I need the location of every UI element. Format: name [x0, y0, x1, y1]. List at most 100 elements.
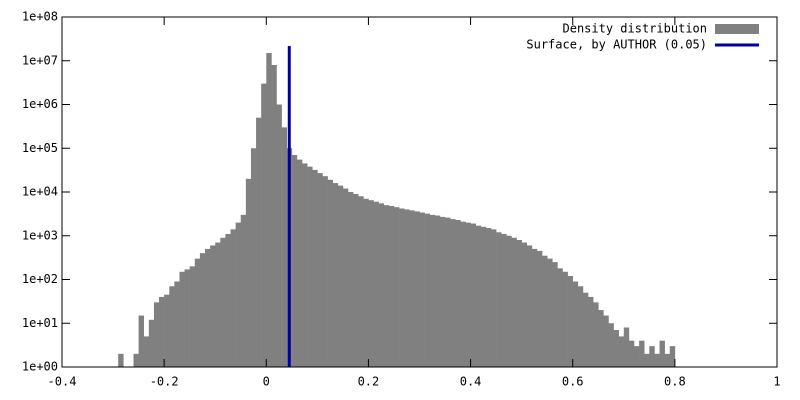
histogram-bar — [281, 127, 288, 367]
histogram-bar — [536, 250, 543, 367]
histogram-bar — [445, 217, 451, 367]
histogram-bar — [342, 188, 349, 367]
histogram-bar — [245, 178, 252, 367]
legend-label: Surface, by AUTHOR (0.05) — [526, 38, 707, 52]
histogram-bar — [439, 216, 446, 367]
histogram-bar — [296, 159, 303, 367]
histogram-bar — [516, 239, 522, 367]
histogram-bar — [159, 296, 165, 367]
histogram-bar — [588, 296, 594, 367]
histogram-bar — [189, 266, 196, 367]
histogram-bar — [603, 315, 609, 367]
histogram-bar — [434, 215, 441, 367]
histogram-bar — [485, 228, 492, 367]
histogram-bar — [169, 286, 175, 367]
histogram-bar — [302, 163, 308, 367]
histogram-bar — [475, 225, 482, 367]
histogram-bar — [353, 194, 359, 367]
histogram-bar — [409, 210, 415, 367]
histogram-bar — [659, 340, 665, 367]
histogram-bar — [480, 226, 487, 367]
histogram-bar — [644, 353, 650, 367]
x-tick-label: 0 — [263, 375, 270, 389]
histogram-bar — [337, 185, 344, 367]
histogram-bar — [521, 242, 528, 367]
histogram-bar — [332, 183, 339, 367]
y-tick-label: 1e+01 — [22, 316, 58, 330]
histogram-bar — [531, 248, 538, 367]
x-tick-label: 0.6 — [562, 375, 584, 389]
x-tick-label: 0.2 — [358, 375, 380, 389]
histogram-bar — [634, 346, 640, 367]
histogram-bar — [577, 286, 584, 367]
histogram-bar — [348, 192, 354, 367]
y-tick-label: 1e+08 — [22, 10, 58, 24]
x-tick-label: 1 — [773, 375, 780, 389]
histogram-bar — [669, 346, 676, 367]
histogram-bar — [664, 353, 671, 367]
histogram-bar — [496, 232, 502, 367]
legend-label: Density distribution — [563, 22, 708, 36]
histogram-bar — [250, 148, 257, 367]
legend-swatch — [715, 24, 759, 34]
histogram-bar — [618, 336, 625, 367]
y-tick-label: 1e+03 — [22, 228, 58, 242]
histogram-bar — [582, 292, 589, 367]
y-tick-label: 1e+06 — [22, 97, 58, 111]
histogram-bar — [593, 302, 599, 367]
histogram-bar — [383, 205, 390, 367]
histogram-bar — [557, 268, 563, 367]
histogram-bar — [291, 155, 298, 367]
histogram-bar — [506, 235, 512, 367]
y-tick-label: 1e+00 — [22, 360, 58, 374]
histogram-bar — [491, 229, 497, 367]
histogram-bar — [184, 269, 190, 367]
x-tick-label: -0.4 — [48, 375, 77, 389]
y-tick-label: 1e+04 — [22, 185, 58, 199]
histogram-bar — [199, 253, 206, 367]
histogram-bar — [608, 323, 614, 367]
histogram-bar — [118, 353, 124, 367]
histogram-bar — [261, 83, 267, 367]
histogram-bar — [526, 245, 533, 367]
y-tick-label: 1e+02 — [22, 272, 58, 286]
histogram-bar — [649, 346, 655, 367]
histogram-bar — [327, 179, 333, 367]
histogram-bar — [572, 281, 579, 367]
histogram-bar — [470, 223, 476, 367]
histogram-bar — [455, 219, 461, 367]
histogram-bar — [639, 340, 645, 367]
histogram-bar — [388, 205, 395, 367]
histogram-bar — [133, 353, 139, 367]
histogram-bar — [547, 258, 553, 367]
histogram-bar — [215, 242, 221, 367]
histogram-bar — [424, 213, 431, 367]
histogram-bar — [562, 271, 568, 367]
histogram-bar — [179, 271, 185, 367]
histogram-bar — [240, 214, 247, 367]
x-tick-label: 0.4 — [460, 375, 482, 389]
histogram-bar — [271, 64, 277, 368]
histogram-bar — [276, 104, 282, 367]
histogram-bar — [230, 229, 236, 367]
histogram-bar — [138, 315, 145, 367]
histogram-bar — [235, 222, 242, 367]
histogram-bar — [322, 176, 328, 367]
histogram-bar — [220, 237, 226, 367]
histogram-bar — [414, 211, 420, 367]
histogram-bar — [358, 196, 364, 367]
histogram-bar — [552, 262, 558, 367]
histogram-bar — [628, 340, 635, 367]
histogram-bar — [399, 208, 405, 367]
histogram-bar — [501, 233, 507, 367]
histogram-bar — [143, 336, 150, 367]
histogram-bar — [368, 200, 374, 367]
histogram-bar — [373, 201, 379, 367]
histogram-bar — [623, 327, 630, 367]
histogram-bar — [307, 166, 313, 367]
histogram-bar — [460, 221, 466, 367]
histogram-bar — [378, 203, 385, 367]
histogram-bar — [567, 276, 574, 367]
histogram-bar — [465, 222, 471, 367]
histogram-bar — [598, 310, 604, 367]
